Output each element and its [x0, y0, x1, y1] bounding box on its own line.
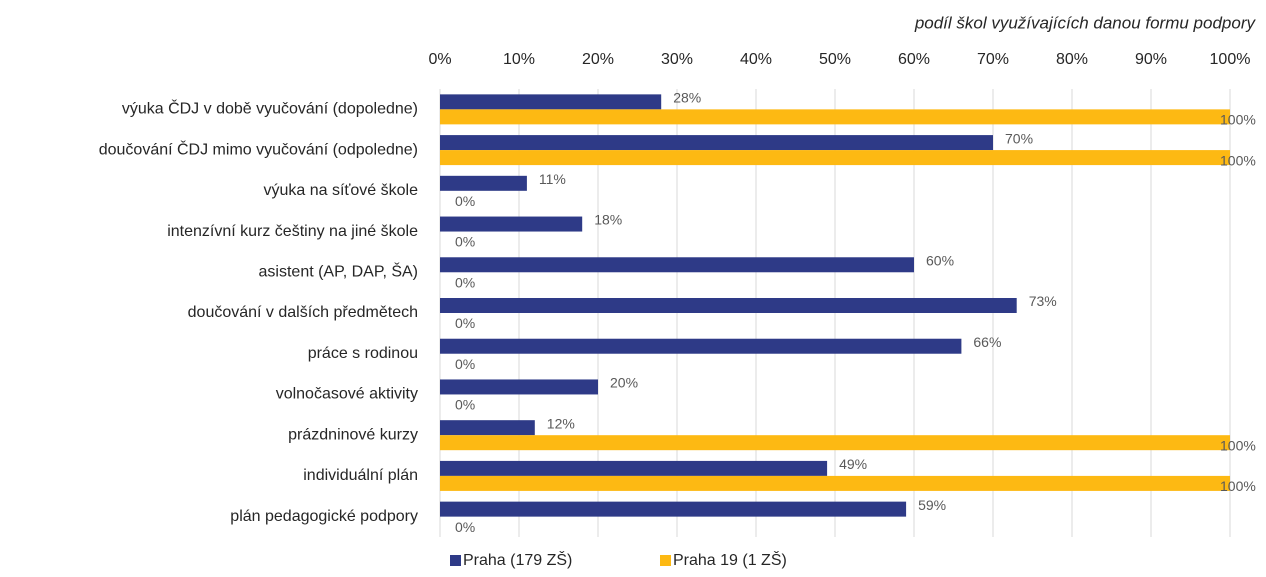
bar — [440, 257, 914, 273]
bar — [440, 298, 1017, 313]
x-tick-label: 10% — [503, 51, 535, 68]
value-label: 0% — [455, 315, 475, 331]
value-label: 66% — [973, 334, 1001, 350]
x-tick-label: 40% — [740, 51, 772, 68]
value-label: 73% — [1029, 293, 1057, 309]
x-tick-label: 70% — [977, 51, 1009, 68]
category-label: výuka na síťové škole — [263, 182, 418, 199]
value-label: 100% — [1220, 437, 1256, 453]
bar — [440, 216, 583, 232]
bar — [440, 501, 907, 517]
legend-swatch — [660, 555, 671, 566]
x-tick-label: 60% — [898, 51, 930, 68]
legend-label: Praha 19 (1 ZŠ) — [673, 550, 787, 569]
category-label: intenzívní kurz češtiny na jiné škole — [167, 223, 418, 240]
value-label: 18% — [594, 212, 622, 228]
x-tick-label: 90% — [1135, 51, 1167, 68]
bar — [440, 475, 1230, 491]
value-label: 49% — [839, 456, 867, 472]
bar — [440, 94, 662, 110]
bar — [440, 150, 1230, 166]
legend-label: Praha (179 ZŠ) — [463, 550, 572, 569]
value-label: 100% — [1220, 478, 1256, 494]
bar — [440, 460, 828, 476]
category-label: individuální plán — [303, 467, 418, 484]
x-tick-label: 50% — [819, 51, 851, 68]
category-label: asistent (AP, DAP, ŠA) — [259, 261, 418, 280]
value-label: 12% — [547, 415, 575, 431]
axis-title: podíl škol využívajících danou formu pod… — [914, 13, 1257, 32]
category-label: plán pedagogické podpory — [230, 508, 418, 525]
legend-swatch — [450, 555, 461, 566]
value-label: 0% — [455, 397, 475, 413]
x-tick-label: 100% — [1210, 51, 1251, 68]
value-label: 60% — [926, 252, 954, 268]
x-tick-label: 0% — [428, 51, 451, 68]
value-label: 0% — [455, 519, 475, 535]
value-label: 100% — [1220, 112, 1256, 128]
bar — [440, 338, 962, 354]
category-label: výuka ČDJ v době vyučování (dopoledne) — [122, 99, 418, 118]
category-label: prázdninové kurzy — [288, 426, 418, 443]
value-label: 59% — [918, 497, 946, 513]
value-label: 100% — [1220, 152, 1256, 168]
bar — [440, 135, 993, 151]
bar — [440, 109, 1230, 125]
category-label: práce s rodinou — [308, 345, 418, 362]
value-label: 20% — [610, 375, 638, 391]
x-tick-label: 80% — [1056, 51, 1088, 68]
x-tick-label: 20% — [582, 51, 614, 68]
category-label: volnočasové aktivity — [276, 386, 418, 403]
value-label: 28% — [673, 90, 701, 106]
value-label: 11% — [539, 171, 566, 187]
value-label: 0% — [455, 356, 475, 372]
category-label: doučování v dalších předmětech — [188, 304, 418, 321]
value-label: 0% — [455, 274, 475, 290]
category-label: doučování ČDJ mimo vyučování (odpoledne) — [99, 139, 418, 158]
x-tick-label: 30% — [661, 51, 693, 68]
value-label: 0% — [455, 234, 475, 250]
bar — [440, 175, 527, 191]
bar — [440, 420, 535, 436]
value-label: 70% — [1005, 130, 1033, 146]
value-label: 0% — [455, 193, 475, 209]
bar — [440, 379, 598, 395]
bar — [440, 435, 1230, 451]
